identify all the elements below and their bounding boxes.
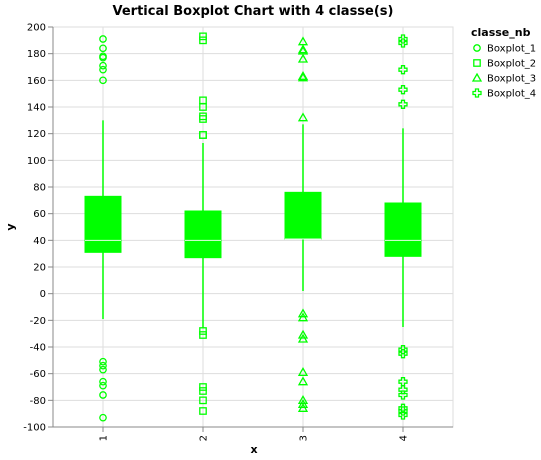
- box: [384, 202, 422, 257]
- outlier-point: [199, 327, 207, 335]
- outlier-point: [398, 410, 408, 420]
- legend-label: Boxplot_4: [487, 89, 536, 100]
- outlier-point: [199, 36, 207, 45]
- outlier-point: [398, 390, 408, 400]
- outlier-point: [99, 377, 107, 386]
- outlier-point: [297, 308, 309, 318]
- outlier-point: [398, 349, 408, 359]
- outlier-point: [99, 361, 107, 370]
- outlier-point: [199, 407, 207, 415]
- legend-label: Boxplot_2: [487, 59, 536, 70]
- outlier-point: [297, 44, 309, 54]
- outlier-point: [99, 76, 107, 85]
- outlier-point: [199, 396, 207, 405]
- outlier-point: [297, 112, 309, 122]
- y-tick-label: -20: [30, 316, 46, 327]
- y-tick-label: 160: [27, 76, 46, 87]
- outlier-point: [297, 399, 309, 408]
- y-tick-label: 140: [27, 103, 46, 114]
- outlier-point: [297, 312, 309, 322]
- legend-symbol-triangle: [471, 72, 483, 82]
- outlier-point: [99, 44, 107, 53]
- y-tick-label: -40: [30, 343, 46, 354]
- outlier-point: [199, 103, 207, 111]
- legend-label: Boxplot_3: [487, 74, 536, 85]
- x-tick-label: 4: [399, 435, 410, 441]
- y-tick-label: 180: [27, 49, 46, 60]
- outlier-point: [99, 391, 107, 399]
- outlier-point: [99, 357, 107, 366]
- y-tick-label: 20: [33, 263, 46, 274]
- outlier-point: [199, 32, 207, 41]
- outlier-point: [297, 403, 309, 412]
- y-tick-label: 60: [33, 209, 46, 220]
- legend-title: classe_nb: [471, 26, 531, 39]
- outlier-point: [297, 329, 309, 339]
- outlier-point: [297, 71, 309, 80]
- y-tick-label: 0: [40, 289, 46, 300]
- boxplot-1: [84, 35, 122, 422]
- box: [184, 210, 222, 259]
- x-tick-label: 3: [299, 435, 310, 441]
- outlier-point: [398, 99, 408, 109]
- legend-label: Boxplot_1: [487, 44, 536, 55]
- y-tick-label: 200: [27, 23, 46, 34]
- y-tick-label: 120: [27, 129, 46, 140]
- x-tick-label: 1: [99, 435, 110, 441]
- outlier-point: [398, 85, 408, 95]
- outlier-point: [398, 34, 408, 44]
- outlier-point: [99, 61, 107, 70]
- outlier-point: [99, 53, 107, 62]
- outlier-point: [398, 65, 408, 75]
- legend: classe_nb Boxplot_1 Boxplot_2 Boxplot_3 Box…: [471, 26, 536, 100]
- y-tick-label: -60: [30, 369, 46, 380]
- outlier-point: [297, 367, 309, 376]
- outlier-point: [297, 53, 309, 63]
- legend-symbol-cross: [472, 88, 482, 98]
- outlier-point: [398, 345, 408, 355]
- y-axis-title: y: [4, 223, 17, 230]
- boxplot-4: [384, 34, 422, 420]
- outlier-point: [297, 376, 309, 386]
- outlier-point: [398, 406, 408, 416]
- outlier-point: [199, 387, 207, 395]
- boxplot-3: [284, 36, 322, 412]
- box: [84, 195, 122, 253]
- legend-symbol-circle: [473, 44, 481, 52]
- chart-title: Vertical Boxplot Chart with 4 classe(s): [113, 4, 394, 19]
- outlier-point: [99, 35, 107, 43]
- legend-symbol-square: [473, 59, 481, 67]
- outlier-point: [199, 131, 207, 139]
- y-tick-label: -80: [30, 396, 46, 407]
- outlier-point: [199, 331, 207, 339]
- outlier-point: [199, 383, 207, 391]
- outlier-point: [99, 413, 107, 422]
- box: [284, 191, 322, 240]
- y-tick-label: -100: [23, 423, 46, 434]
- outlier-point: [398, 38, 408, 48]
- axes: -100 -80 -60 -40 -20 0 20 40 60 80 100 120 140 160 180…: [23, 23, 453, 441]
- outlier-point: [99, 65, 107, 74]
- outlier-point: [199, 115, 207, 123]
- y-tick-label: 100: [27, 156, 46, 167]
- x-axis-title: x: [250, 443, 257, 456]
- boxplot-2: [184, 32, 222, 415]
- outlier-point: [297, 333, 309, 343]
- outlier-point: [99, 365, 107, 374]
- outlier-point: [297, 72, 309, 82]
- x-tick-label: 2: [199, 435, 210, 441]
- outlier-point: [99, 381, 107, 390]
- plot-area: [84, 32, 422, 422]
- y-tick-label: 80: [33, 183, 46, 194]
- y-tick-label: 40: [33, 236, 46, 247]
